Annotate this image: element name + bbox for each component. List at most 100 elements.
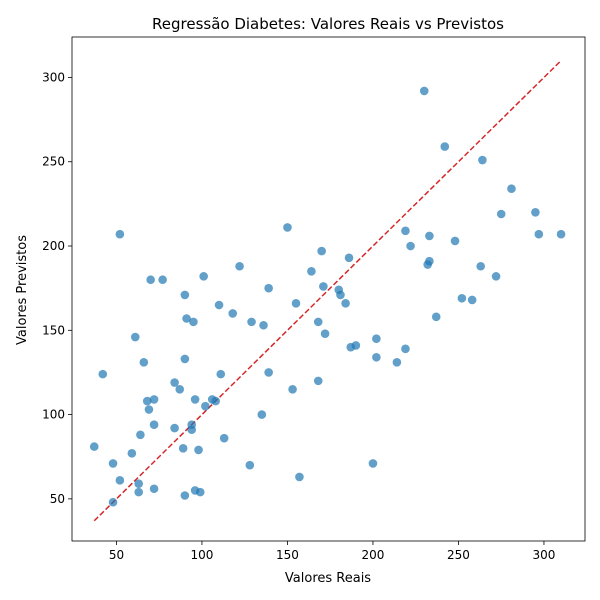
x-axis: 50 100 150 200 250 300 (109, 541, 556, 562)
data-point (457, 293, 467, 303)
data-point (392, 358, 402, 367)
data-point (130, 332, 140, 342)
x-tick-label: 150 (276, 548, 299, 562)
data-point (211, 396, 220, 406)
data-point (313, 376, 323, 386)
data-point (507, 184, 516, 194)
data-point (235, 261, 244, 271)
x-tick-label: 50 (109, 548, 124, 562)
data-point (187, 425, 196, 435)
data-point (491, 272, 501, 281)
plot-area (71, 36, 586, 542)
y-axis-label: Valores Previstos (15, 235, 30, 345)
data-point (182, 314, 191, 323)
x-tick-label: 100 (191, 548, 214, 562)
data-point (149, 395, 159, 404)
data-point (440, 142, 450, 151)
data-point (228, 309, 238, 318)
x-axis-label: Valores Reais (285, 571, 371, 586)
data-point (142, 396, 152, 406)
data-point (351, 341, 361, 350)
data-point (259, 320, 268, 330)
data-point (127, 449, 137, 458)
data-point (307, 267, 316, 276)
data-point (372, 352, 381, 362)
data-point (115, 476, 125, 485)
data-point (89, 442, 99, 451)
reference-line-layer (93, 60, 562, 522)
data-point (401, 226, 410, 236)
data-point (496, 209, 506, 219)
x-tick-label: 200 (362, 548, 385, 562)
data-point (115, 229, 125, 239)
data-point (180, 491, 190, 500)
data-point (478, 155, 487, 165)
data-point (134, 479, 143, 488)
data-point (319, 282, 328, 291)
data-point (247, 317, 256, 327)
data-point (344, 253, 354, 263)
data-point (419, 86, 429, 96)
data-point (134, 487, 143, 497)
data-point (368, 459, 378, 468)
data-point (108, 459, 118, 468)
x-tick-label: 300 (533, 548, 556, 562)
y-tick-label: 50 (50, 492, 65, 506)
data-point (534, 229, 544, 239)
data-point (401, 344, 410, 354)
data-point (406, 241, 415, 251)
data-point (98, 369, 108, 379)
data-point (214, 300, 224, 310)
data-point (556, 229, 566, 239)
data-point (257, 410, 267, 419)
data-point (264, 368, 273, 377)
data-point (170, 423, 179, 433)
data-point (149, 484, 159, 494)
y-tick-label: 100 (42, 408, 65, 422)
reference-line (93, 60, 562, 522)
data-point (476, 261, 485, 271)
data-point (313, 317, 323, 327)
data-point (531, 208, 540, 217)
data-point (425, 256, 434, 266)
data-point (149, 420, 159, 429)
data-point (219, 433, 229, 443)
data-point (139, 358, 149, 367)
data-point (341, 299, 350, 308)
data-point (320, 329, 330, 338)
data-point (291, 299, 301, 308)
y-tick-label: 150 (42, 323, 65, 337)
data-point (201, 401, 210, 411)
data-point (450, 236, 460, 246)
data-point (195, 487, 205, 497)
data-point (264, 283, 273, 293)
data-point (190, 395, 200, 404)
y-axis: 50 100 150 200 250 300 (42, 70, 72, 506)
data-point (170, 378, 179, 387)
data-point (467, 295, 477, 305)
data-point (336, 290, 345, 300)
x-tick-label: 250 (447, 548, 470, 562)
data-point (136, 430, 145, 440)
points-layer (89, 86, 566, 507)
data-point (158, 275, 167, 285)
y-tick-label: 200 (42, 239, 65, 253)
data-point (175, 384, 185, 394)
chart-title: Regressão Diabetes: Valores Reais vs Pre… (152, 15, 504, 33)
data-point (317, 246, 326, 256)
data-point (146, 275, 155, 285)
data-point (431, 312, 441, 322)
data-point (245, 460, 255, 470)
data-point (199, 272, 208, 281)
data-point (295, 472, 304, 482)
data-point (283, 223, 292, 232)
data-point (180, 354, 190, 364)
y-tick-label: 250 (42, 155, 65, 169)
data-point (108, 497, 118, 507)
plot-frame (71, 36, 586, 542)
data-point (189, 317, 198, 327)
data-point (180, 290, 190, 300)
y-tick-label: 300 (42, 70, 65, 84)
data-point (216, 369, 226, 379)
